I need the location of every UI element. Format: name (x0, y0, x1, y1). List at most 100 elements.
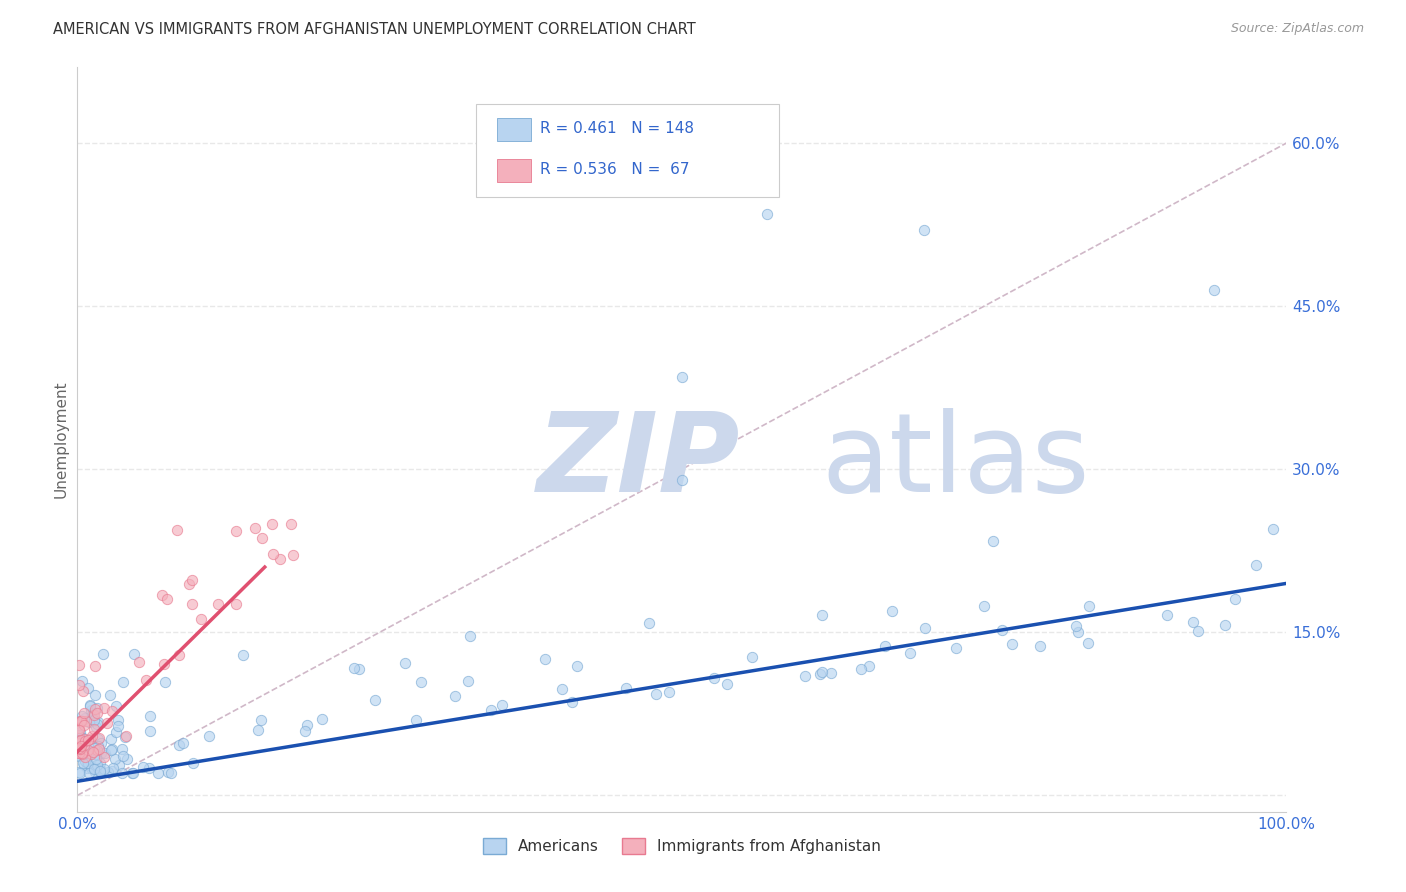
Point (207, 597, 229, 611)
Point (104, 725, 127, 739)
Point (914, 621, 936, 635)
Point (93, 762, 115, 776)
Point (67, 741, 90, 756)
Point (1244, 558, 1267, 573)
Point (77, 714, 100, 729)
Point (152, 657, 174, 672)
Point (898, 646, 921, 660)
Y-axis label: Unemployment: Unemployment (53, 381, 69, 498)
Point (858, 658, 880, 673)
Point (100, 731, 122, 746)
Point (295, 718, 318, 732)
Point (250, 532, 273, 546)
Point (343, 661, 366, 675)
Point (72, 739, 94, 753)
Point (716, 677, 738, 691)
Text: Source: ZipAtlas.com: Source: ZipAtlas.com (1230, 22, 1364, 36)
Point (69, 714, 91, 728)
Point (912, 223, 935, 237)
Point (1263, 522, 1285, 536)
Point (181, 756, 204, 770)
Point (83, 765, 105, 780)
Point (67, 657, 90, 672)
Point (101, 742, 124, 756)
Point (67, 728, 90, 742)
Point (945, 640, 967, 655)
Point (111, 749, 134, 764)
Point (100, 742, 122, 756)
Point (148, 766, 170, 780)
Point (1156, 607, 1178, 622)
Text: R = 0.536   N =  67: R = 0.536 N = 67 (540, 162, 690, 178)
Point (80, 703, 103, 717)
Point (67, 737, 90, 751)
Point (294, 724, 316, 739)
Point (138, 761, 160, 775)
Point (77, 756, 100, 771)
Point (70, 714, 93, 728)
Point (67, 721, 90, 735)
Point (479, 702, 502, 716)
Point (77, 743, 100, 757)
Point (79, 698, 101, 713)
Point (67, 748, 90, 763)
Point (67, 765, 90, 780)
Point (76, 762, 98, 776)
Point (311, 712, 333, 726)
Point (703, 671, 725, 685)
Point (880, 604, 903, 618)
Point (658, 685, 681, 699)
Point (80, 759, 103, 773)
Point (108, 758, 131, 772)
Point (77, 765, 100, 780)
Point (73, 717, 96, 731)
Point (80, 761, 103, 775)
Point (84, 720, 107, 734)
Point (83, 702, 105, 716)
Point (1202, 283, 1225, 297)
Point (551, 682, 574, 697)
Point (83, 763, 105, 777)
Point (77, 733, 100, 747)
Point (72, 756, 94, 770)
Text: R = 0.461   N = 148: R = 0.461 N = 148 (540, 121, 695, 136)
Point (77, 681, 100, 696)
Point (1067, 624, 1090, 639)
Legend: Americans, Immigrants from Afghanistan: Americans, Immigrants from Afghanistan (477, 831, 887, 860)
FancyBboxPatch shape (496, 119, 531, 141)
Point (70, 733, 93, 747)
Point (87, 739, 110, 753)
Point (671, 473, 693, 487)
Point (89, 764, 111, 779)
Point (69, 714, 91, 728)
Point (197, 729, 219, 743)
Point (811, 665, 834, 679)
Point (87, 714, 110, 729)
Point (811, 607, 834, 622)
Point (80, 712, 103, 726)
Point (280, 516, 302, 531)
Point (86, 757, 108, 772)
Point (69, 766, 91, 780)
Point (534, 652, 557, 666)
Point (177, 576, 200, 591)
Point (156, 764, 179, 779)
Point (637, 616, 659, 631)
Point (69, 714, 91, 729)
Point (83, 713, 105, 727)
Point (104, 752, 127, 766)
Point (67, 678, 90, 692)
Point (160, 765, 183, 780)
Point (247, 723, 270, 737)
Point (86, 706, 108, 720)
Point (70, 747, 93, 762)
Point (139, 709, 162, 723)
Point (181, 573, 204, 587)
Point (69, 741, 91, 756)
Point (84, 747, 107, 761)
Point (101, 704, 124, 718)
Point (105, 698, 128, 713)
FancyBboxPatch shape (477, 104, 779, 197)
Point (70, 673, 93, 688)
FancyBboxPatch shape (496, 160, 531, 182)
